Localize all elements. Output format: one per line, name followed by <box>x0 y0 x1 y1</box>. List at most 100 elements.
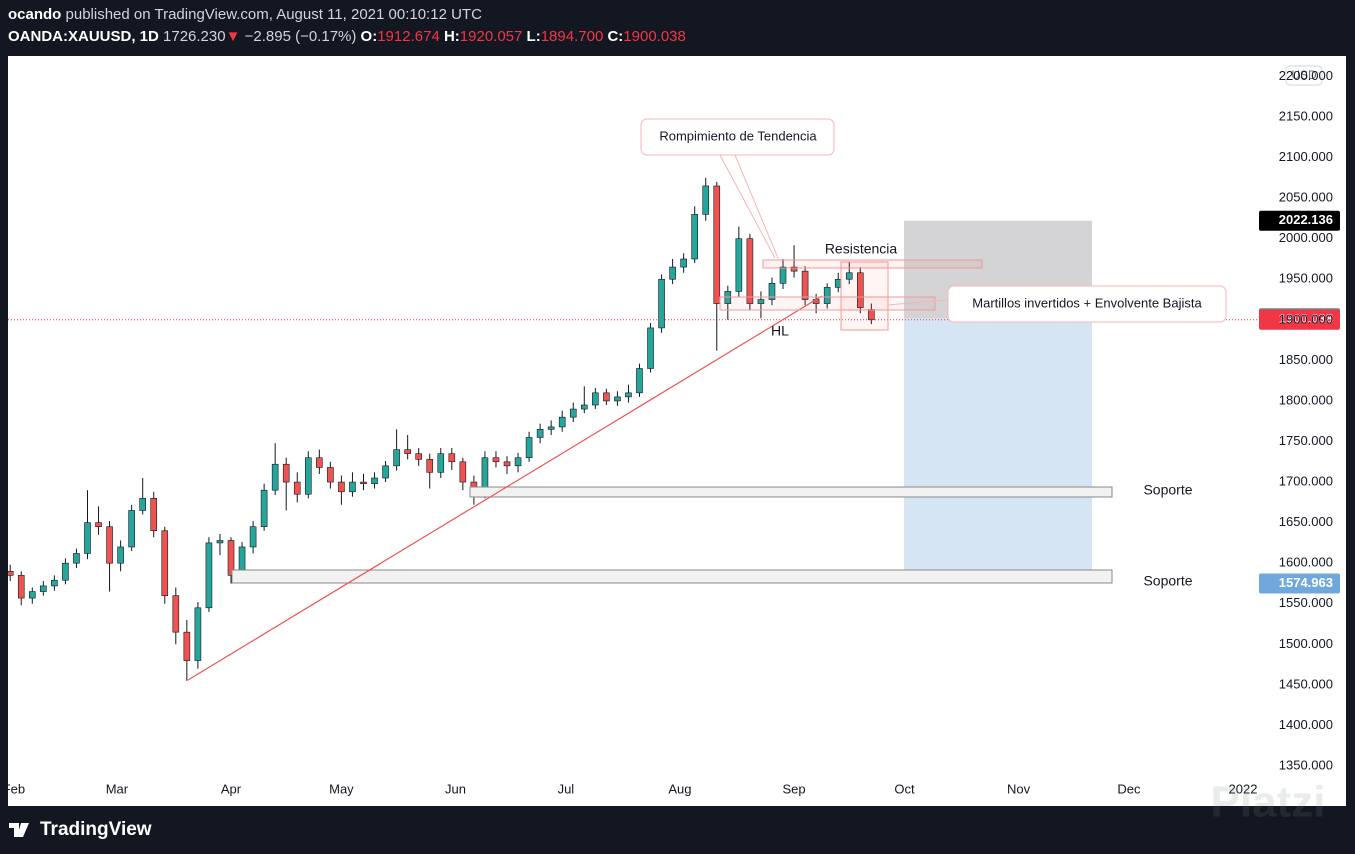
callout-pointer <box>719 154 776 259</box>
candle-body <box>139 497 146 511</box>
price-label: 2022.136 <box>1279 212 1333 227</box>
x-tick-label: Feb <box>3 781 25 796</box>
y-tick-label: 2200.000 <box>1279 68 1333 83</box>
candle-body <box>691 214 698 260</box>
x-tick-label: Jun <box>445 781 466 796</box>
close-label: C: <box>607 28 624 45</box>
brand-logo <box>9 823 29 837</box>
low: 1894.700 <box>540 28 604 45</box>
change-arrow: ▼ <box>225 28 241 45</box>
candle-body <box>73 553 80 564</box>
annotation: Martillos invertidos + Envolvente Bajist… <box>972 295 1202 310</box>
y-tick-label: 2100.000 <box>1279 149 1333 164</box>
open-label: O: <box>360 28 378 45</box>
high-label: H: <box>443 28 460 45</box>
currency: USD <box>1291 68 1317 82</box>
candle-body <box>62 562 69 581</box>
drawings: Rompimiento de Tendencia Resistencia HL … <box>187 118 1227 681</box>
candle-body <box>768 283 776 300</box>
position-target <box>904 318 1092 584</box>
candle-body <box>845 272 853 280</box>
candle-body <box>360 481 367 484</box>
trend-line <box>187 295 823 681</box>
candle-body <box>724 291 732 304</box>
candle-body <box>194 607 202 661</box>
candle-body <box>28 591 36 599</box>
candle-body <box>183 631 191 661</box>
candle-body <box>713 185 721 304</box>
candle-body <box>95 522 102 527</box>
candle-body <box>636 368 643 394</box>
x-tick-label: Apr <box>221 781 242 796</box>
candle-body <box>161 530 169 596</box>
candle-body <box>349 481 356 493</box>
callout-pointer <box>887 299 949 306</box>
resistance-zone <box>762 259 983 269</box>
y-tick-label: 1850.000 <box>1279 352 1333 367</box>
pattern-box <box>840 261 889 331</box>
candle-body <box>8 571 14 576</box>
candle-body <box>625 392 632 398</box>
candle-body <box>757 299 765 304</box>
candle-body <box>448 453 456 463</box>
brand: TradingView <box>40 819 152 840</box>
candle-body <box>702 185 710 215</box>
price-label-box <box>1259 210 1340 231</box>
candle-body <box>592 392 599 406</box>
candle-body <box>117 546 124 564</box>
candle-body <box>426 459 434 473</box>
x-tick-label: Sep <box>782 781 805 796</box>
y-tick-label: 1350.000 <box>1279 757 1333 772</box>
y-tick-label: 1400.000 <box>1279 717 1333 732</box>
published: published on TradingView.com, August 11,… <box>65 6 482 23</box>
candle-body <box>393 449 400 467</box>
candle-body <box>282 463 290 483</box>
y-tick-label: 1650.000 <box>1279 514 1333 529</box>
candle-body <box>205 542 213 609</box>
y-tick-label: 2050.000 <box>1279 190 1333 205</box>
candle-body <box>525 437 533 459</box>
publisher: ocando <box>8 6 62 23</box>
close: 1900.038 <box>623 28 686 45</box>
candle-body <box>128 510 135 548</box>
candle-body <box>492 457 500 463</box>
candle-body <box>658 278 665 329</box>
x-tick-label: Jul <box>558 781 575 796</box>
callout-box <box>640 118 835 156</box>
candle-body <box>304 457 312 495</box>
x-tick-label: Aug <box>668 781 691 796</box>
price-label-box <box>1259 573 1340 594</box>
candle-body <box>580 404 588 410</box>
y-tick-label: 1500.000 <box>1279 636 1333 651</box>
candle-body <box>536 429 544 438</box>
x-tick-label: Nov <box>1007 781 1031 796</box>
candle-body <box>106 526 113 564</box>
candle-body <box>669 266 676 280</box>
candle-body <box>150 497 158 532</box>
last-price: 1726.230 <box>163 28 226 45</box>
watermark: Platzi <box>1211 778 1326 827</box>
candle-body <box>40 585 47 592</box>
candle-body <box>746 238 754 304</box>
y-tick-label: 1950.000 <box>1279 271 1333 286</box>
candle-body <box>569 408 577 418</box>
annotation: HL <box>771 323 789 339</box>
candle-body <box>260 489 268 527</box>
candle-body <box>647 327 654 369</box>
y-tick-label: 2000.000 <box>1279 230 1333 245</box>
y-tick-label: 1750.000 <box>1279 433 1333 448</box>
candle-body <box>216 540 224 544</box>
candle-body <box>779 266 787 284</box>
candle-body <box>227 540 235 576</box>
candle-body <box>271 463 279 491</box>
annotation: Rompimiento de Tendencia <box>659 128 817 143</box>
candle-body <box>823 287 831 304</box>
y-tick-label: 1550.000 <box>1279 595 1333 610</box>
candle-body <box>558 416 566 428</box>
pattern-zone <box>719 296 936 311</box>
candle-body <box>51 579 58 587</box>
candle-body <box>547 426 555 430</box>
y-tick-label: 1450.000 <box>1279 676 1333 691</box>
